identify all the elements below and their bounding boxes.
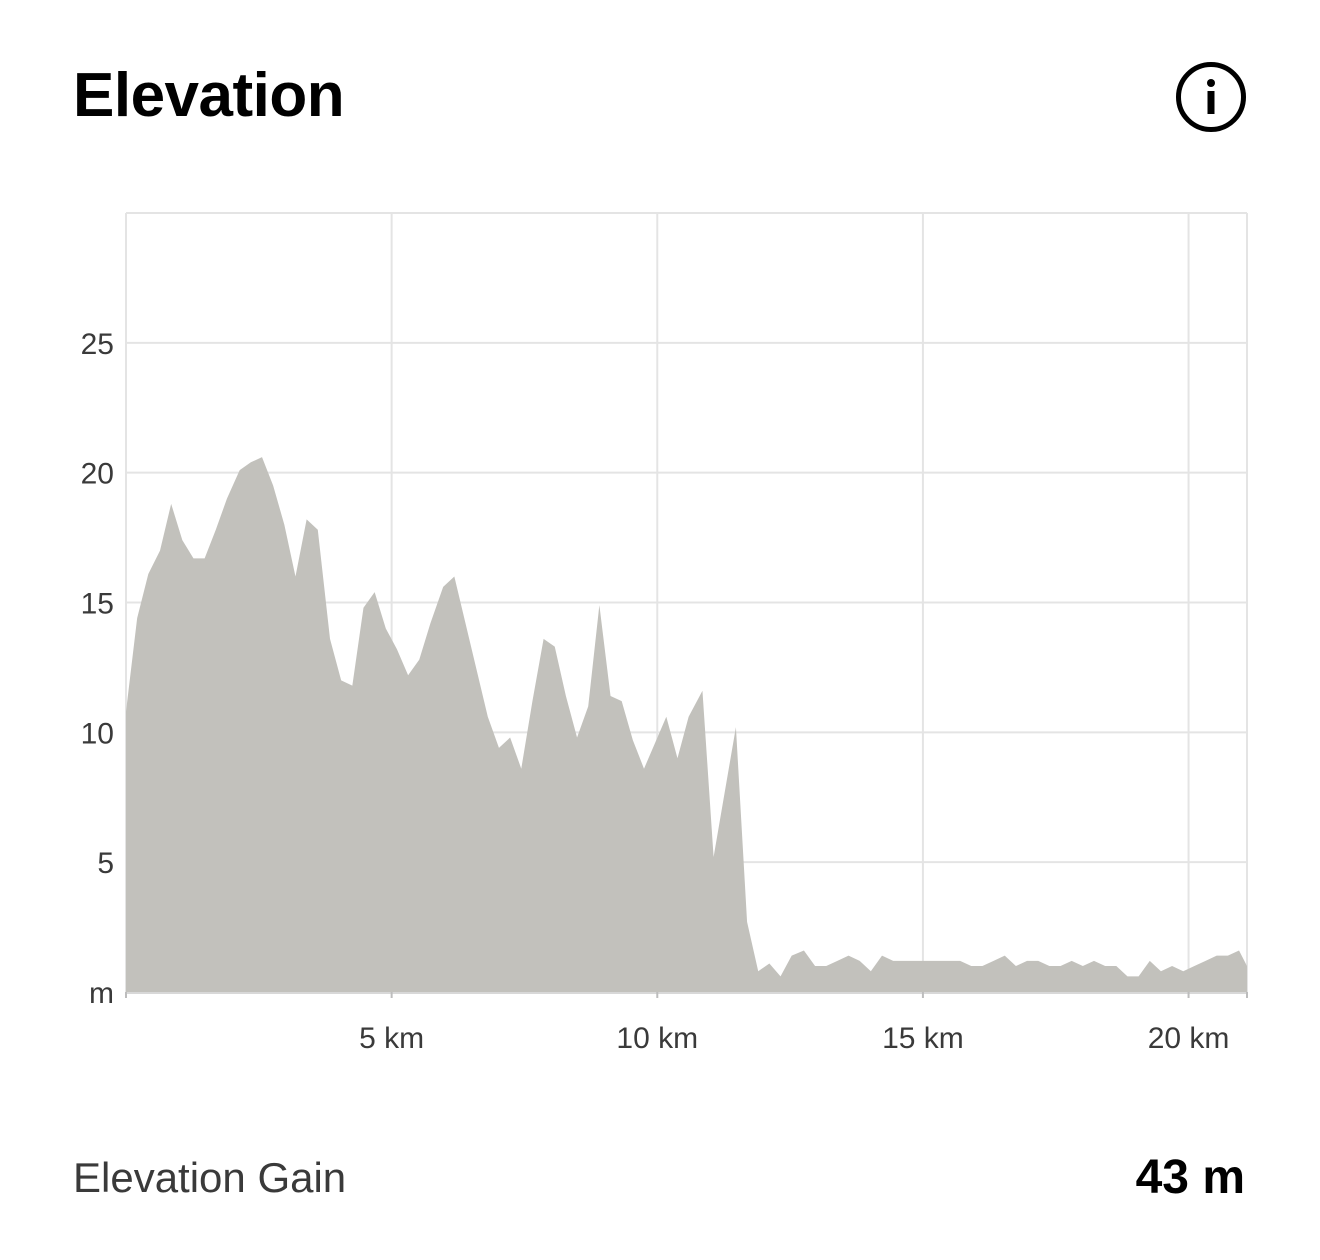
elevation-chart: m 5 10 15 20 25 5 km 10 km 15 km 20 km [81,212,1248,1055]
chart-area-layer [126,457,1247,993]
x-tick-label-10: 10 km [616,1022,698,1055]
y-tick-label-15: 15 [81,588,114,621]
y-tick-label-0: m [89,977,114,1010]
elevation-gain-label: Elevation Gain [73,1154,347,1201]
info-button[interactable] [1175,61,1247,133]
y-tick-label-5: 5 [97,847,114,880]
elevation-gain-value: 43 m [1135,1151,1245,1204]
elevation-area [126,457,1247,993]
info-circle-icon [1176,62,1246,132]
x-tick-label-5: 5 km [359,1022,424,1055]
chart-axis-layer: m 5 10 15 20 25 5 km 10 km 15 km 20 km [81,328,1248,1055]
y-tick-label-10: 10 [81,717,114,750]
page-title: Elevation [73,61,345,130]
chart-grid [125,212,1248,992]
y-tick-label-20: 20 [81,458,114,491]
x-tick-label-15: 15 km [882,1022,964,1055]
x-tick-label-20: 20 km [1148,1022,1230,1055]
y-tick-label-25: 25 [81,328,114,361]
